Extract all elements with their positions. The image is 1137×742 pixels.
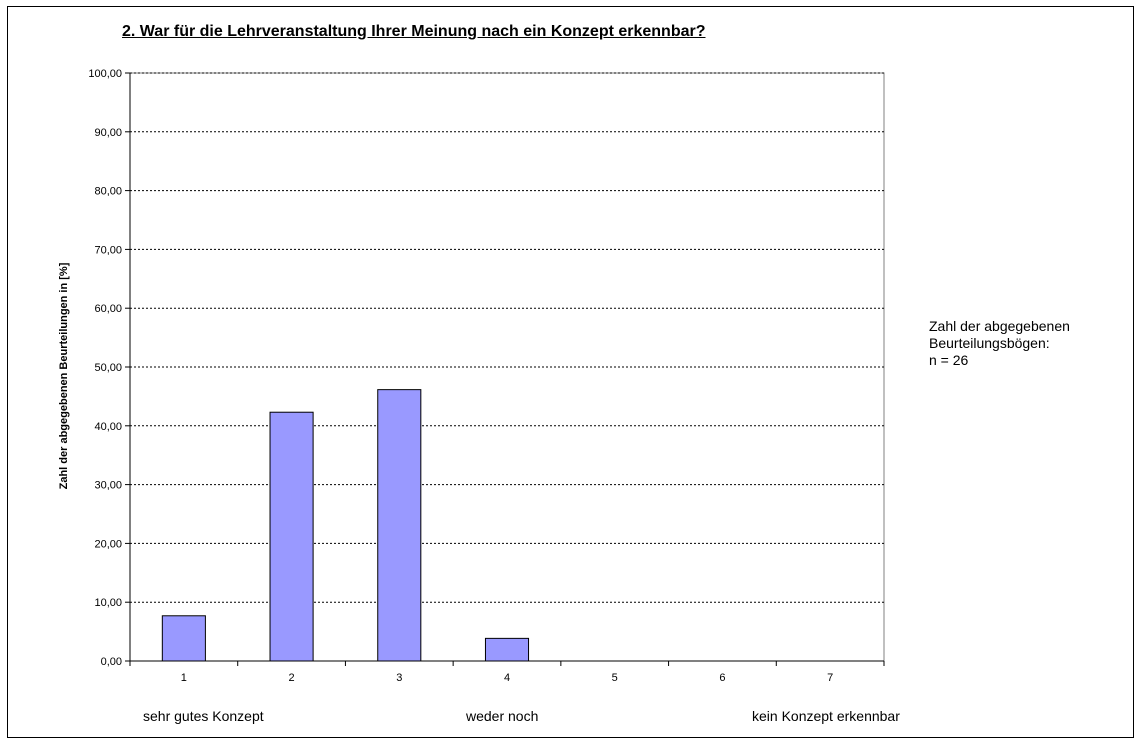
bar [484,637,530,662]
y-tick-label: 0,00 [101,656,122,668]
y-tick-label: 20,00 [94,538,122,550]
bar [269,411,314,662]
x-tick-label: 7 [827,672,833,684]
y-tick-label: 100,00 [88,68,122,80]
scale-label-right: kein Konzept erkennbar [752,708,900,724]
chart-title: 2. War für die Lehrveranstaltung Ihrer M… [122,23,706,40]
sample-size-note: Zahl der abgegebenen Beurteilungsbögen: … [929,318,1070,369]
y-tick-label: 60,00 [94,303,122,315]
note-line-1: Zahl der abgegebenen [929,318,1070,334]
chart-frame [7,6,1134,738]
x-tick-label: 6 [719,672,725,684]
x-tick-label: 4 [504,672,510,684]
y-tick-label: 70,00 [94,244,122,256]
y-tick-label: 40,00 [94,421,122,433]
y-tick-label: 50,00 [94,362,122,374]
x-tick-label: 1 [181,672,187,684]
bar [377,389,422,662]
x-tick-label: 3 [396,672,402,684]
x-tick-label: 2 [289,672,295,684]
y-tick-label: 30,00 [94,480,122,492]
scale-label-middle: weder noch [466,708,539,724]
y-tick-label: 90,00 [94,127,122,139]
y-tick-label: 80,00 [94,186,122,198]
note-line-2: Beurteilungsbögen: [929,335,1050,351]
x-tick-label: 5 [612,672,618,684]
bar [161,615,206,662]
note-line-3: n = 26 [929,352,969,368]
y-tick-label: 10,00 [94,597,122,609]
scale-label-left: sehr gutes Konzept [143,708,264,724]
